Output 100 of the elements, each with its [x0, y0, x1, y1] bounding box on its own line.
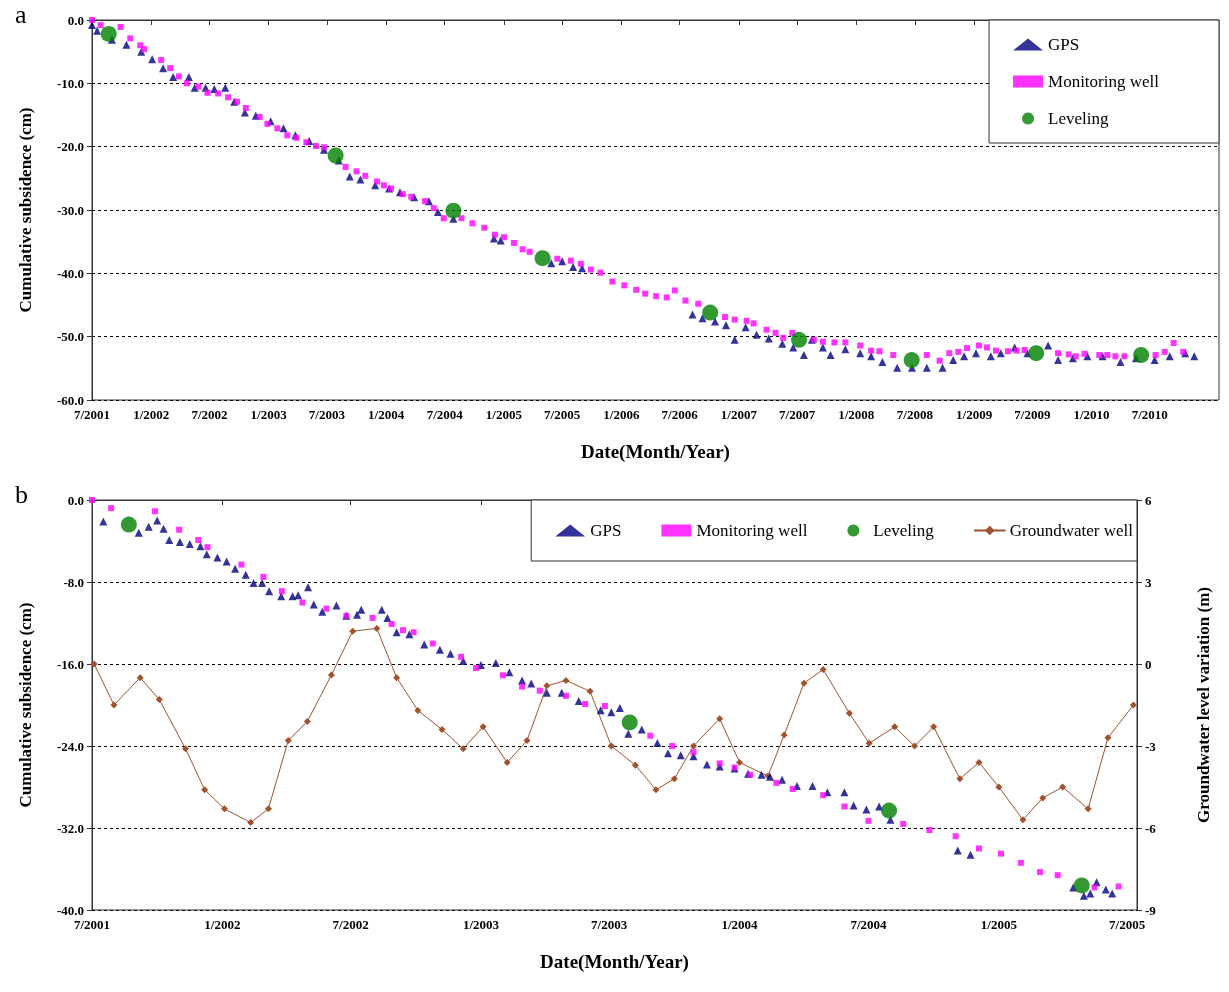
- point: [201, 786, 209, 794]
- point: [400, 627, 407, 634]
- point: [155, 696, 163, 704]
- point: [1039, 794, 1047, 802]
- x-tick-label: 1/2006: [603, 407, 640, 422]
- point: [108, 505, 115, 512]
- x-tick-label: 7/2004: [426, 407, 464, 422]
- point: [789, 786, 796, 793]
- point: [195, 536, 202, 543]
- point: [911, 742, 919, 750]
- point: [780, 731, 788, 739]
- point: [670, 775, 678, 783]
- y-tick-label: -20.0: [56, 139, 84, 155]
- y2-tick-label: -6: [1145, 820, 1157, 836]
- point: [238, 561, 245, 568]
- point: [327, 147, 344, 164]
- y2-tick-label: 3: [1145, 574, 1152, 590]
- point: [1091, 884, 1098, 891]
- point: [388, 621, 395, 628]
- point: [176, 526, 183, 533]
- point: [891, 723, 899, 731]
- point: [220, 805, 228, 813]
- y2-tick-label: 0: [1145, 656, 1152, 672]
- x-tick-label: 1/2005: [485, 407, 523, 422]
- point: [472, 665, 479, 672]
- point: [997, 850, 1004, 857]
- point: [260, 573, 267, 580]
- x-tick-label: 7/2006: [661, 407, 699, 422]
- y2-tick-label: -3: [1145, 738, 1157, 754]
- x-tick-label: 1/2005: [980, 917, 1018, 932]
- point: [669, 743, 676, 749]
- x-tick-label: 7/2008: [896, 407, 934, 422]
- point: [562, 676, 570, 684]
- legend-label: Monitoring well: [1048, 72, 1160, 91]
- point: [845, 709, 853, 717]
- chart-title: b: [15, 479, 28, 509]
- point: [284, 737, 292, 745]
- y-tick-label: 0.0: [67, 492, 84, 508]
- y-tick-label: -40.0: [56, 902, 84, 918]
- point: [647, 732, 654, 739]
- point: [1028, 345, 1045, 362]
- legend-label: GPS: [590, 521, 622, 540]
- point: [820, 792, 827, 799]
- legend-label: Leveling: [1048, 109, 1109, 128]
- point: [136, 674, 144, 682]
- point: [1017, 859, 1024, 866]
- point: [621, 714, 638, 731]
- point: [773, 779, 780, 786]
- point: [459, 745, 467, 753]
- legend-label: Leveling: [873, 521, 935, 540]
- x-tick-label: 1/2008: [838, 407, 875, 422]
- point: [120, 516, 137, 533]
- x-tick-label: 7/2001: [73, 917, 111, 932]
- point: [182, 745, 190, 753]
- point: [607, 742, 615, 750]
- y2-axis-title: Groundwater level variation (m): [1194, 587, 1213, 823]
- legend-label: Groundwater well: [1009, 521, 1134, 540]
- point: [716, 715, 724, 723]
- y-tick-label: -16.0: [56, 656, 84, 672]
- point: [1036, 869, 1043, 876]
- y-tick-label: -40.0: [56, 265, 84, 281]
- point: [536, 687, 543, 694]
- point: [975, 758, 983, 766]
- x-axis-title: Date(Month/Year): [581, 441, 730, 463]
- point: [865, 817, 872, 824]
- point: [247, 819, 255, 827]
- legend-label: GPS: [1048, 35, 1080, 54]
- point: [1019, 816, 1027, 824]
- point: [601, 703, 608, 710]
- point: [903, 352, 920, 369]
- point: [652, 786, 660, 794]
- x-tick-label: 7/2005: [1109, 917, 1146, 932]
- y-tick-label: -24.0: [56, 738, 84, 754]
- y-tick-label: -32.0: [56, 820, 84, 836]
- x-tick-label: 1/2010: [1073, 407, 1110, 422]
- x-tick-label: 7/2010: [1131, 407, 1168, 422]
- x-tick-label: 1/2003: [250, 407, 288, 422]
- point: [110, 701, 118, 709]
- point: [327, 671, 335, 679]
- point: [369, 614, 376, 621]
- y-tick-label: -10.0: [56, 75, 84, 91]
- x-tick-label: 7/2002: [191, 407, 228, 422]
- point: [1073, 877, 1090, 894]
- point: [1059, 783, 1067, 791]
- x-axis-title: Date(Month/Year): [540, 951, 689, 973]
- y-tick-label: -30.0: [56, 202, 84, 218]
- x-tick-label: 1/2003: [462, 917, 500, 932]
- x-tick-label: 7/2003: [591, 917, 628, 932]
- point: [1133, 347, 1150, 364]
- x-tick-label: 7/2004: [850, 917, 888, 932]
- y-axis-title: Cumulative subsidence (cm): [16, 107, 35, 313]
- point: [152, 508, 159, 515]
- y-tick-label: 0.0: [67, 12, 84, 28]
- point: [299, 599, 306, 606]
- point: [800, 679, 808, 687]
- y-tick-label: -8.0: [63, 574, 84, 590]
- point: [1054, 872, 1061, 879]
- point: [100, 25, 117, 42]
- point: [952, 833, 959, 840]
- point: [410, 629, 417, 636]
